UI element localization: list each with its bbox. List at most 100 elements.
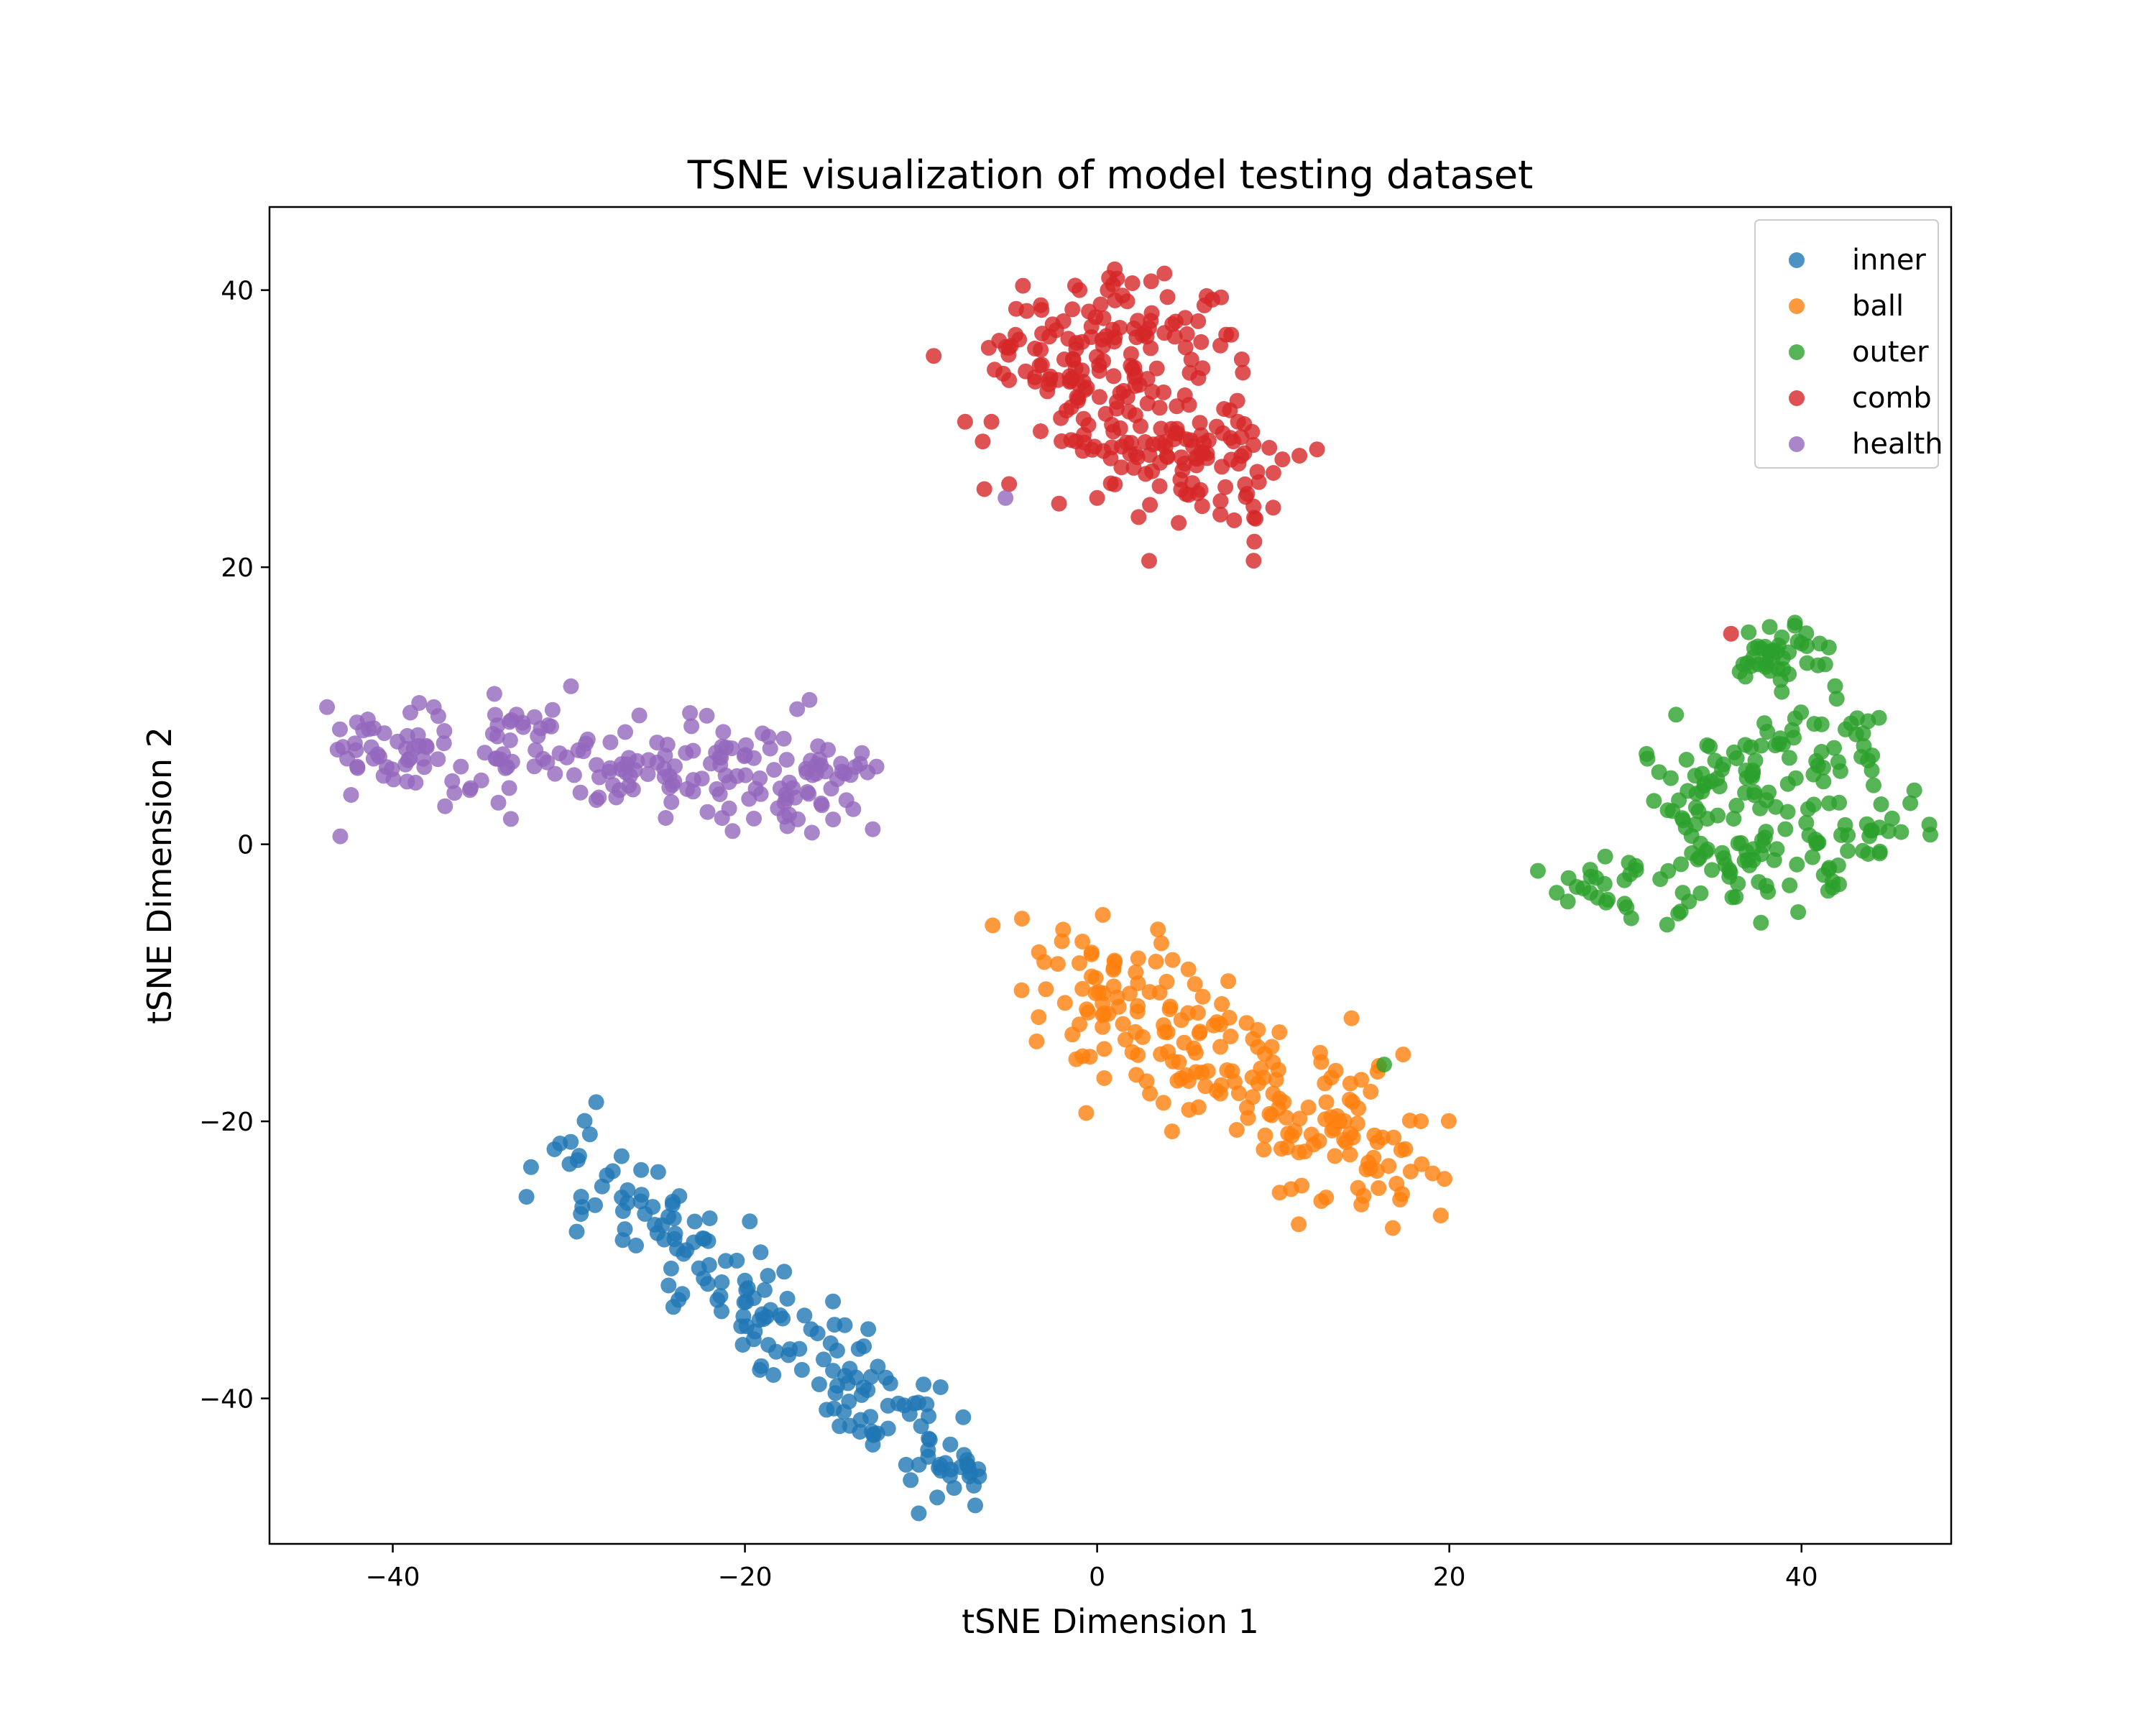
scatter-point-outer <box>1880 823 1897 840</box>
series-comb <box>926 261 1739 642</box>
scatter-point-inner <box>811 1376 827 1392</box>
scatter-point-health <box>801 691 818 708</box>
scatter-point-comb <box>983 413 1000 430</box>
scatter-point-health <box>489 728 505 745</box>
scatter-point-health <box>825 811 842 828</box>
scatter-point-inner <box>956 1447 972 1463</box>
scatter-point-ball <box>1342 1146 1358 1163</box>
scatter-point-comb <box>1074 443 1091 459</box>
scatter-point-comb <box>1189 451 1205 467</box>
scatter-point-comb <box>1095 353 1112 369</box>
scatter-point-health <box>752 786 769 802</box>
scatter-point-health <box>685 742 701 759</box>
scatter-point-inner <box>588 1094 604 1110</box>
scatter-point-inner <box>569 1152 586 1169</box>
legend-label-comb: comb <box>1852 382 1932 415</box>
scatter-point-ball <box>1353 1072 1370 1088</box>
scatter-point-ball <box>1440 1113 1457 1129</box>
scatter-point-outer <box>1376 1057 1392 1073</box>
scatter-point-outer <box>1772 671 1789 688</box>
scatter-point-ball <box>1197 1078 1214 1095</box>
scatter-point-ball <box>1244 1070 1261 1085</box>
scatter-point-outer <box>1715 756 1731 773</box>
scatter-point-outer <box>1774 684 1790 700</box>
scatter-point-inner <box>694 1230 711 1246</box>
scatter-point-health <box>699 707 715 724</box>
scatter-point-outer <box>1659 802 1676 819</box>
scatter-point-health <box>829 771 845 787</box>
scatter-point-ball <box>1181 1102 1197 1118</box>
scatter-point-outer <box>1670 906 1687 921</box>
scatter-point-inner <box>776 1264 793 1280</box>
scatter-point-health <box>543 718 559 735</box>
scatter-point-outer <box>1758 878 1774 894</box>
scatter-point-comb <box>1083 318 1100 335</box>
scatter-point-comb <box>1233 429 1250 446</box>
scatter-point-ball <box>1250 1021 1266 1038</box>
scatter-point-health <box>566 767 582 783</box>
scatter-point-outer <box>1817 656 1833 673</box>
scatter-point-ball <box>1118 1031 1133 1048</box>
x-axis-ticks: −40 −20 0 20 40 <box>366 1544 1818 1592</box>
scatter-point-health <box>711 786 728 802</box>
scatter-point-ball <box>1164 1123 1180 1140</box>
scatter-point-ball <box>1402 1164 1419 1179</box>
scatter-point-ball <box>1080 1004 1097 1021</box>
scatter-point-ball <box>1153 935 1169 952</box>
scatter-point-health <box>781 774 798 791</box>
scatter-point-outer <box>1798 814 1815 831</box>
scatter-point-health <box>461 782 478 799</box>
x-tick-label: −40 <box>366 1563 420 1592</box>
scatter-point-inner <box>816 1351 831 1368</box>
scatter-point-health <box>729 768 745 784</box>
scatter-point-comb <box>1129 449 1146 466</box>
scatter-point-health <box>801 786 817 802</box>
scatter-point-health <box>502 811 519 827</box>
scatter-point-comb <box>1179 326 1195 342</box>
scatter-point-health <box>444 773 461 789</box>
scatter-point-health <box>490 794 507 811</box>
y-axis-label: tSNE Dimension 2 <box>140 727 179 1024</box>
scatter-point-health <box>319 699 336 715</box>
scatter-point-outer <box>1759 724 1776 740</box>
scatter-point-health <box>379 759 395 776</box>
scatter-point-inner <box>678 1242 695 1259</box>
scatter-point-ball <box>1056 995 1073 1011</box>
scatter-point-ball <box>1257 1127 1273 1144</box>
scatter-point-health <box>865 821 881 837</box>
scatter-point-ball <box>1180 961 1197 978</box>
scatter-point-outer <box>1662 770 1679 786</box>
scatter-point-inner <box>860 1382 876 1399</box>
scatter-point-comb <box>1151 478 1168 494</box>
scatter-point-ball <box>1397 1141 1414 1157</box>
scatter-point-health <box>563 678 579 694</box>
scatter-point-ball <box>985 917 1001 934</box>
scatter-point-comb <box>1230 413 1246 430</box>
scatter-point-outer <box>1893 824 1909 840</box>
scatter-point-ball <box>1318 1190 1335 1206</box>
scatter-point-comb <box>1194 498 1210 515</box>
scatter-point-health <box>453 758 469 775</box>
scatter-point-ball <box>1151 985 1168 1001</box>
scatter-point-health <box>746 810 762 827</box>
scatter-point-comb <box>1156 265 1173 282</box>
scatter-point-comb <box>1143 305 1160 321</box>
scatter-point-ball <box>1323 1070 1340 1086</box>
scatter-point-comb <box>1027 340 1044 356</box>
scatter-point-outer <box>1864 822 1880 839</box>
scatter-point-health <box>682 705 699 721</box>
scatter-point-ball <box>1312 1044 1328 1061</box>
scatter-point-comb <box>1144 383 1161 400</box>
scatter-point-health <box>852 755 868 772</box>
scatter-point-inner <box>735 1308 752 1325</box>
scatter-point-outer <box>1724 889 1741 906</box>
scatter-point-comb <box>1124 275 1141 291</box>
scatter-point-outer <box>1651 764 1667 781</box>
scatter-point-comb <box>1001 476 1018 492</box>
scatter-point-health <box>359 712 376 727</box>
scatter-point-comb <box>975 433 991 450</box>
scatter-point-ball <box>1096 1070 1112 1086</box>
scatter-point-inner <box>752 1244 769 1261</box>
scatter-point-inner <box>633 1162 650 1178</box>
scatter-point-health <box>578 735 594 752</box>
